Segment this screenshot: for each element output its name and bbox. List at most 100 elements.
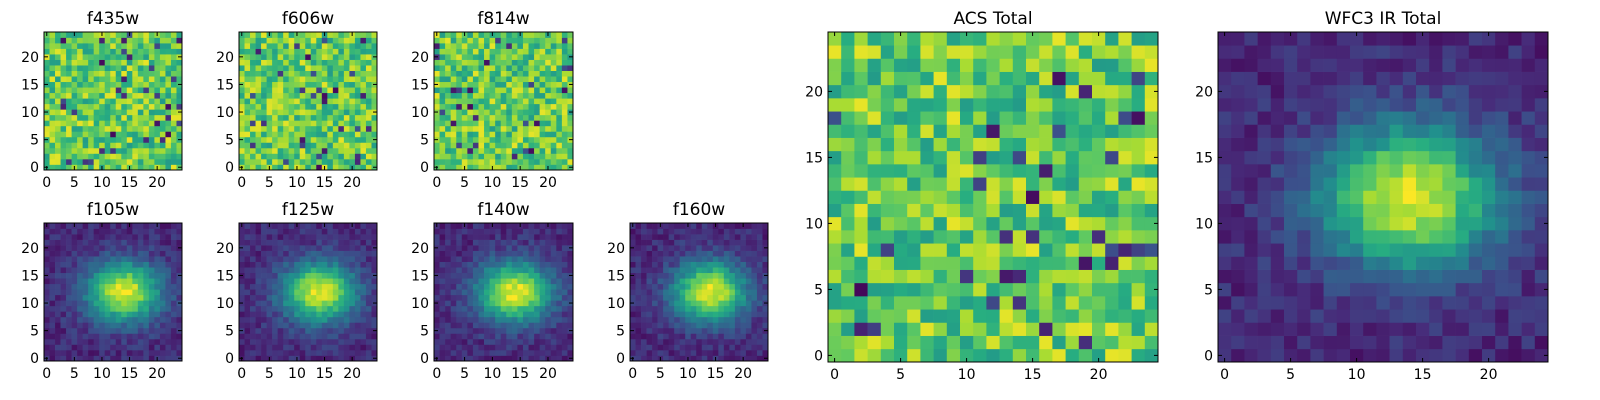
heatmap-cell — [148, 322, 155, 329]
heatmap-cell — [489, 278, 496, 285]
heatmap-cell — [506, 142, 513, 149]
heatmap-cell — [305, 344, 312, 351]
heatmap-cell — [556, 267, 563, 274]
heatmap-cell — [277, 92, 284, 99]
heatmap-cell — [137, 283, 144, 290]
heatmap-cell — [745, 267, 752, 274]
heatmap-cell — [762, 283, 769, 290]
heatmap-cell — [93, 234, 100, 240]
heatmap-cell — [365, 322, 372, 329]
heatmap-cell — [305, 327, 312, 334]
heatmap-cell — [110, 267, 117, 274]
heatmap-cell — [567, 338, 574, 345]
heatmap-cell — [143, 234, 150, 240]
heatmap-cell — [305, 70, 312, 77]
heatmap-cell — [310, 87, 317, 94]
heatmap-cell — [321, 98, 328, 105]
heatmap-cell — [1078, 216, 1093, 231]
heatmap-cell — [115, 109, 122, 116]
heatmap-cell — [528, 54, 535, 60]
heatmap-cell — [305, 125, 312, 132]
heatmap-cell — [250, 355, 256, 362]
heatmap-cell — [556, 349, 563, 356]
heatmap-cell — [456, 125, 463, 132]
heatmap-cell — [283, 32, 290, 38]
heatmap-cell — [495, 333, 502, 340]
heatmap-cell — [277, 272, 284, 279]
heatmap-cell — [49, 256, 56, 262]
heatmap-cell — [349, 234, 356, 240]
heatmap-cell — [283, 311, 290, 318]
heatmap-cell — [277, 32, 284, 38]
heatmap-cell — [528, 103, 535, 110]
heatmap-cell — [55, 349, 61, 356]
heatmap-cell — [305, 250, 312, 257]
heatmap-cell — [920, 216, 934, 231]
heatmap-cell — [489, 261, 496, 268]
heatmap-cell — [489, 245, 496, 251]
heatmap-cell — [646, 228, 653, 235]
heatmap-cell — [266, 289, 273, 296]
heatmap-cell — [472, 92, 479, 99]
heatmap-cell — [690, 261, 697, 268]
heatmap-cell — [467, 103, 474, 110]
heatmap-cell — [288, 153, 295, 160]
heatmap-cell — [461, 245, 468, 251]
heatmap-cell — [456, 234, 463, 240]
heatmap-cell — [66, 261, 72, 268]
heatmap-cell — [506, 245, 513, 251]
heatmap-cell — [641, 256, 647, 262]
heatmap-cell — [365, 267, 372, 274]
heatmap-cell — [445, 283, 452, 290]
heatmap-cell — [294, 338, 301, 345]
heatmap-cell — [283, 267, 290, 274]
heatmap-cell — [255, 250, 262, 257]
heatmap-cell — [277, 153, 284, 160]
heatmap-cell — [712, 289, 719, 296]
heatmap-cell — [77, 81, 83, 88]
heatmap-cell — [467, 239, 474, 246]
heatmap-cell — [82, 338, 89, 345]
heatmap-cell — [244, 81, 251, 88]
heatmap-cell — [93, 43, 100, 49]
heatmap-cell — [701, 267, 708, 274]
heatmap-cell — [110, 294, 117, 301]
heatmap-cell — [545, 327, 552, 334]
heatmap-cell — [277, 338, 284, 345]
heatmap-cell — [349, 294, 356, 301]
heatmap-cell — [110, 245, 117, 251]
heatmap-cell — [539, 344, 546, 351]
heatmap-cell — [299, 245, 306, 251]
heatmap-cell — [159, 294, 166, 301]
heatmap-cell — [77, 142, 83, 149]
heatmap-cell — [170, 245, 177, 251]
heatmap-cell — [652, 261, 658, 268]
heatmap-cell — [561, 349, 568, 356]
heatmap-cell — [170, 131, 177, 138]
heatmap-cell — [132, 48, 139, 55]
heatmap-cell — [511, 158, 518, 165]
heatmap-cell — [652, 267, 658, 274]
heatmap-cell — [489, 316, 496, 323]
heatmap-cell — [500, 48, 507, 55]
heatmap-cell — [99, 294, 106, 301]
heatmap-cell — [751, 256, 758, 262]
heatmap-cell — [137, 98, 144, 105]
heatmap-cell — [244, 283, 251, 290]
heatmap-cell — [511, 338, 518, 345]
heatmap-cell — [99, 37, 106, 44]
heatmap-cell — [500, 109, 507, 116]
heatmap-cell — [66, 250, 72, 257]
heatmap-cell — [327, 272, 334, 279]
x-tick-label: 10 — [679, 366, 697, 382]
heatmap-cell — [365, 338, 372, 345]
heatmap-cell — [663, 300, 669, 307]
heatmap-cell — [82, 125, 89, 132]
heatmap-cell — [556, 54, 563, 60]
heatmap-cell — [1039, 269, 1053, 284]
heatmap-cell — [690, 234, 697, 240]
heatmap-cell — [159, 234, 166, 240]
heatmap-cell — [244, 245, 251, 251]
heatmap-cell — [343, 223, 350, 229]
heatmap-cell — [154, 158, 161, 165]
